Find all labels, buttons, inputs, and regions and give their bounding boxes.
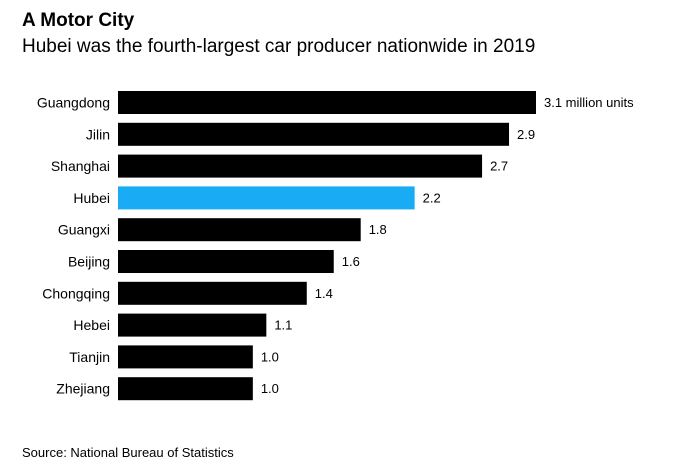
value-label-guangdong: 3.1 million units (544, 95, 634, 110)
category-label-hubei: Hubei (73, 190, 110, 206)
value-label-chongqing: 1.4 (315, 286, 333, 301)
chart-title: A Motor City (22, 10, 135, 31)
bars-group: Guangdong 3.1 million units Jilin 2.9 Shangh… (37, 91, 634, 401)
bar-tianjin (118, 345, 253, 369)
bar-hubei (118, 186, 415, 210)
value-label-beijing: 1.6 (342, 254, 360, 269)
bar-beijing (118, 250, 334, 273)
value-label-hebei: 1.1 (274, 318, 292, 333)
category-label-zhejiang: Zhejiang (56, 381, 110, 397)
category-label-shanghai: Shanghai (51, 158, 110, 174)
bar-zhejiang (118, 377, 253, 401)
value-label-shanghai: 2.7 (490, 159, 508, 174)
bar-shanghai (118, 154, 483, 178)
bar-chongqing (118, 281, 307, 305)
bar-hebei (118, 313, 267, 337)
bar-guangxi (118, 218, 361, 242)
category-label-jilin: Jilin (86, 126, 110, 142)
category-label-guangxi: Guangxi (58, 222, 110, 238)
value-label-hubei: 2.2 (423, 190, 441, 205)
bar-guangdong (118, 91, 536, 114)
category-label-tianjin: Tianjin (69, 349, 110, 365)
category-label-chongqing: Chongqing (42, 285, 110, 301)
category-label-guangdong: Guangdong (37, 95, 110, 111)
chart-subtitle: Hubei was the fourth-largest car produce… (22, 36, 536, 57)
value-label-jilin: 2.9 (517, 127, 535, 142)
source-note: Source: National Bureau of Statistics (22, 445, 234, 460)
value-label-guangxi: 1.8 (369, 222, 387, 237)
category-label-hebei: Hebei (73, 317, 110, 333)
bar-jilin (118, 122, 510, 146)
category-label-beijing: Beijing (68, 254, 110, 270)
value-label-tianjin: 1.0 (261, 349, 279, 364)
value-label-zhejiang: 1.0 (261, 381, 279, 396)
